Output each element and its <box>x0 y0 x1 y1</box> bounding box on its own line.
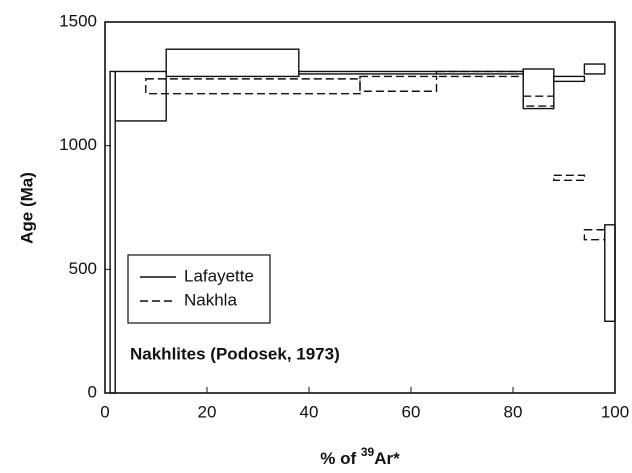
y-tick-label: 1500 <box>59 11 97 30</box>
step-box <box>359 75 438 92</box>
x-label-part: Ar* <box>374 449 400 468</box>
x-tick-label: 60 <box>402 402 421 421</box>
x-label-part: % of <box>320 449 361 468</box>
step-box <box>604 224 616 322</box>
legend-label: Lafayette <box>184 266 254 285</box>
x-tick-label: 40 <box>300 402 319 421</box>
x-label-sup: 39 <box>361 445 375 459</box>
plot-frame <box>104 21 616 394</box>
x-axis-label: % of 39Ar* <box>320 445 400 468</box>
step-box <box>522 95 555 107</box>
step-box <box>553 75 586 83</box>
y-axis-label: Age (Ma) <box>17 172 36 244</box>
step-box <box>165 48 300 78</box>
legend-box <box>127 254 271 324</box>
legend-label: Nakhla <box>184 290 237 309</box>
y-tick-label: 0 <box>88 382 97 401</box>
x-tick-label: 100 <box>601 402 629 421</box>
step-box <box>435 70 524 78</box>
step-box <box>583 229 606 241</box>
annotation: Nakhlites (Podosek, 1973) <box>130 344 340 363</box>
x-tick-label: 80 <box>504 402 523 421</box>
y-tick-label: 500 <box>69 259 97 278</box>
x-tick-label: 20 <box>198 402 217 421</box>
x-tick-label: 0 <box>100 402 109 421</box>
step-box <box>522 68 555 110</box>
step-box <box>553 174 586 181</box>
step-box <box>114 70 167 122</box>
step-box <box>145 78 361 95</box>
step-box <box>583 63 606 75</box>
y-tick-label: 1000 <box>59 135 97 154</box>
step-box <box>109 70 116 394</box>
